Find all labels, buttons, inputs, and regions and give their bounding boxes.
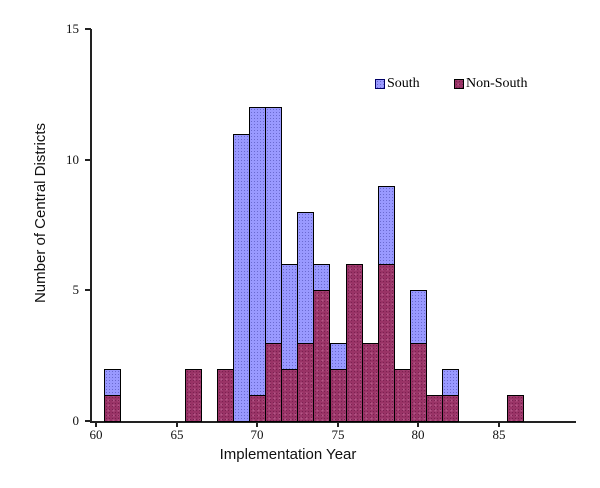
y-axis-line bbox=[90, 29, 92, 422]
y-tick-label: 10 bbox=[66, 152, 79, 167]
bar-segment-non-south bbox=[265, 343, 282, 422]
x-tick-label: 85 bbox=[492, 427, 506, 442]
bar-segment-non-south bbox=[442, 395, 459, 422]
bar-segment-south bbox=[249, 107, 266, 396]
y-axis-title: Number of Central Districts bbox=[32, 122, 49, 304]
bar-segment-non-south bbox=[426, 395, 443, 422]
bar-segment-south bbox=[330, 343, 347, 370]
x-axis-line bbox=[90, 421, 576, 423]
bar-segment-non-south bbox=[394, 369, 411, 422]
legend-label-south: South bbox=[387, 76, 420, 91]
x-tick bbox=[417, 422, 419, 427]
bar-segment-non-south bbox=[249, 395, 266, 422]
bar-segment-south bbox=[265, 107, 282, 344]
bar-segment-non-south bbox=[410, 343, 427, 422]
x-tick bbox=[176, 422, 178, 427]
y-tick-label: 15 bbox=[66, 21, 79, 36]
x-axis-title: Implementation Year bbox=[219, 446, 357, 463]
x-tick-label: 80 bbox=[411, 427, 425, 442]
x-tick-label: 60 bbox=[89, 427, 103, 442]
x-tick bbox=[256, 422, 258, 427]
y-tick bbox=[85, 420, 91, 422]
x-tick-label: 65 bbox=[170, 427, 184, 442]
bar-segment-non-south bbox=[378, 264, 395, 422]
bar-segment-south bbox=[313, 264, 330, 291]
legend-label-non-south: Non-South bbox=[466, 76, 528, 91]
x-tick bbox=[337, 422, 339, 427]
x-tick bbox=[95, 422, 97, 427]
bar-segment-non-south bbox=[185, 369, 202, 422]
bar-segment-south bbox=[233, 134, 250, 422]
bar-segment-non-south bbox=[313, 290, 330, 422]
non-south-swatch-icon bbox=[454, 79, 464, 89]
bar-segment-south bbox=[281, 264, 298, 370]
legend-item-non-south: Non-South bbox=[454, 76, 527, 92]
bar-segment-non-south bbox=[281, 369, 298, 422]
legend-item-south: South bbox=[375, 76, 420, 92]
y-tick bbox=[85, 28, 91, 30]
bar-segment-south bbox=[297, 212, 314, 344]
bar-segment-non-south bbox=[104, 395, 121, 422]
y-tick bbox=[85, 289, 91, 291]
y-tick bbox=[85, 159, 91, 161]
x-tick-label: 70 bbox=[250, 427, 264, 442]
x-tick bbox=[498, 422, 500, 427]
bar-segment-non-south bbox=[297, 343, 314, 422]
bar-segment-non-south bbox=[217, 369, 234, 422]
bar-segment-non-south bbox=[507, 395, 524, 422]
bar-segment-non-south bbox=[330, 369, 347, 422]
bar-segment-non-south bbox=[362, 343, 379, 422]
south-swatch-icon bbox=[375, 79, 385, 89]
bar-segment-south bbox=[378, 186, 395, 265]
bar-segment-south bbox=[442, 369, 459, 396]
y-tick-label: 0 bbox=[72, 413, 80, 428]
bar-segment-non-south bbox=[346, 264, 363, 422]
bar-segment-south bbox=[104, 369, 121, 396]
x-tick-label: 75 bbox=[331, 427, 345, 442]
bar-segment-south bbox=[410, 290, 427, 344]
y-tick-label: 5 bbox=[72, 282, 80, 297]
